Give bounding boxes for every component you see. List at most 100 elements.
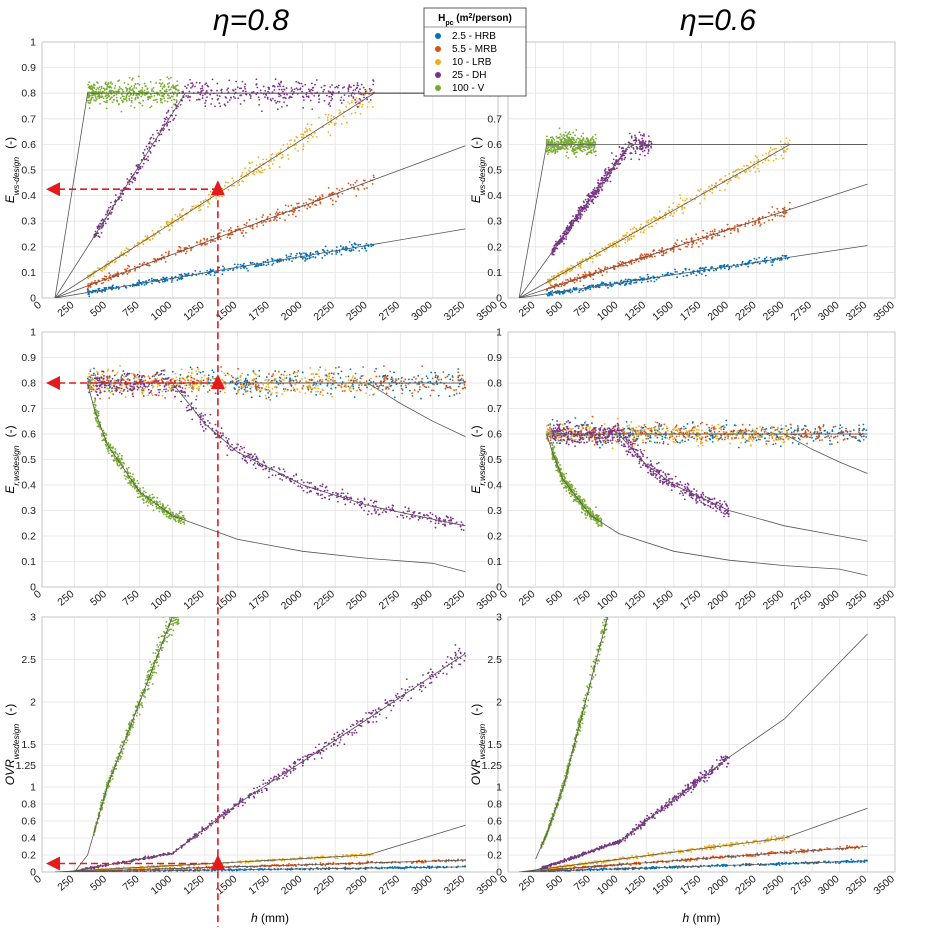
data-point bbox=[233, 387, 236, 389]
data-point bbox=[172, 119, 175, 121]
data-point bbox=[122, 370, 125, 372]
data-point bbox=[146, 87, 149, 90]
data-point bbox=[97, 90, 100, 93]
data-point bbox=[733, 225, 736, 227]
data-point bbox=[104, 81, 107, 84]
data-point bbox=[156, 278, 159, 281]
data-point bbox=[310, 82, 313, 85]
data-point bbox=[365, 380, 368, 383]
data-point bbox=[120, 251, 123, 254]
data-point bbox=[249, 167, 251, 169]
data-point bbox=[589, 284, 591, 287]
data-point bbox=[326, 116, 329, 119]
data-point bbox=[304, 131, 307, 134]
data-point bbox=[574, 266, 577, 269]
data-point bbox=[346, 101, 349, 104]
data-point bbox=[185, 384, 188, 387]
data-point bbox=[137, 168, 140, 171]
data-point bbox=[271, 153, 274, 155]
data-point bbox=[574, 141, 577, 144]
data-point bbox=[425, 386, 428, 389]
data-point bbox=[128, 95, 131, 98]
data-point bbox=[590, 146, 593, 149]
data-point bbox=[185, 87, 188, 89]
data-point bbox=[249, 170, 251, 173]
data-point bbox=[265, 221, 267, 223]
data-point bbox=[352, 385, 355, 388]
y-tick-label: 0.3 bbox=[487, 216, 502, 228]
data-point bbox=[315, 383, 318, 385]
data-point bbox=[289, 96, 292, 99]
data-point bbox=[228, 99, 231, 101]
data-point bbox=[108, 206, 110, 209]
data-point bbox=[400, 387, 403, 390]
data-point bbox=[282, 96, 285, 99]
data-point bbox=[145, 85, 147, 88]
data-point bbox=[174, 213, 177, 216]
data-point bbox=[619, 283, 622, 286]
data-point bbox=[626, 279, 629, 282]
data-point bbox=[673, 212, 676, 214]
data-point bbox=[592, 135, 594, 138]
data-point bbox=[630, 263, 633, 266]
data-point bbox=[741, 260, 744, 263]
data-point bbox=[155, 98, 158, 101]
data-point bbox=[104, 101, 107, 104]
data-point bbox=[577, 141, 580, 144]
x-tick-label: 2750 bbox=[377, 588, 403, 612]
data-point bbox=[278, 379, 281, 382]
data-point bbox=[314, 83, 316, 86]
data-point bbox=[737, 229, 740, 231]
data-point bbox=[546, 153, 549, 156]
data-point bbox=[778, 259, 781, 262]
data-point bbox=[698, 272, 701, 274]
data-point bbox=[237, 367, 240, 370]
data-point bbox=[188, 99, 191, 102]
data-point bbox=[628, 282, 631, 285]
data-point bbox=[226, 101, 229, 104]
data-point bbox=[112, 98, 115, 101]
data-point bbox=[563, 144, 566, 147]
data-point bbox=[715, 182, 718, 185]
data-point bbox=[132, 178, 135, 181]
data-point bbox=[126, 390, 129, 393]
data-point bbox=[737, 265, 739, 268]
data-point bbox=[335, 253, 338, 255]
data-point bbox=[99, 91, 102, 93]
data-point bbox=[243, 388, 246, 391]
data-point bbox=[364, 247, 367, 250]
data-point bbox=[604, 172, 607, 175]
data-point bbox=[233, 263, 236, 266]
data-point bbox=[120, 196, 122, 199]
data-point bbox=[248, 161, 251, 164]
data-point bbox=[285, 87, 288, 89]
data-point bbox=[338, 189, 341, 192]
y-tick-label: 0.5 bbox=[21, 454, 36, 466]
data-point bbox=[171, 106, 173, 109]
data-point bbox=[668, 206, 671, 209]
data-point bbox=[786, 148, 789, 150]
model-curve bbox=[54, 228, 466, 298]
data-point bbox=[341, 187, 344, 190]
data-point bbox=[444, 387, 447, 390]
data-point bbox=[275, 216, 278, 219]
data-layer bbox=[518, 127, 868, 298]
data-point bbox=[221, 273, 224, 276]
data-point bbox=[387, 388, 390, 390]
data-point bbox=[140, 95, 143, 98]
data-point bbox=[369, 99, 372, 101]
data-point bbox=[149, 93, 152, 96]
data-point bbox=[141, 86, 144, 89]
data-point bbox=[123, 82, 126, 84]
data-point bbox=[300, 136, 303, 139]
data-point bbox=[426, 377, 429, 380]
data-point bbox=[755, 258, 758, 261]
data-point bbox=[553, 138, 556, 141]
data-point bbox=[162, 85, 164, 88]
data-point bbox=[87, 378, 90, 381]
data-point bbox=[170, 95, 173, 98]
data-point bbox=[355, 100, 358, 103]
data-point bbox=[334, 86, 337, 89]
data-point bbox=[287, 154, 289, 156]
data-point bbox=[199, 241, 202, 243]
